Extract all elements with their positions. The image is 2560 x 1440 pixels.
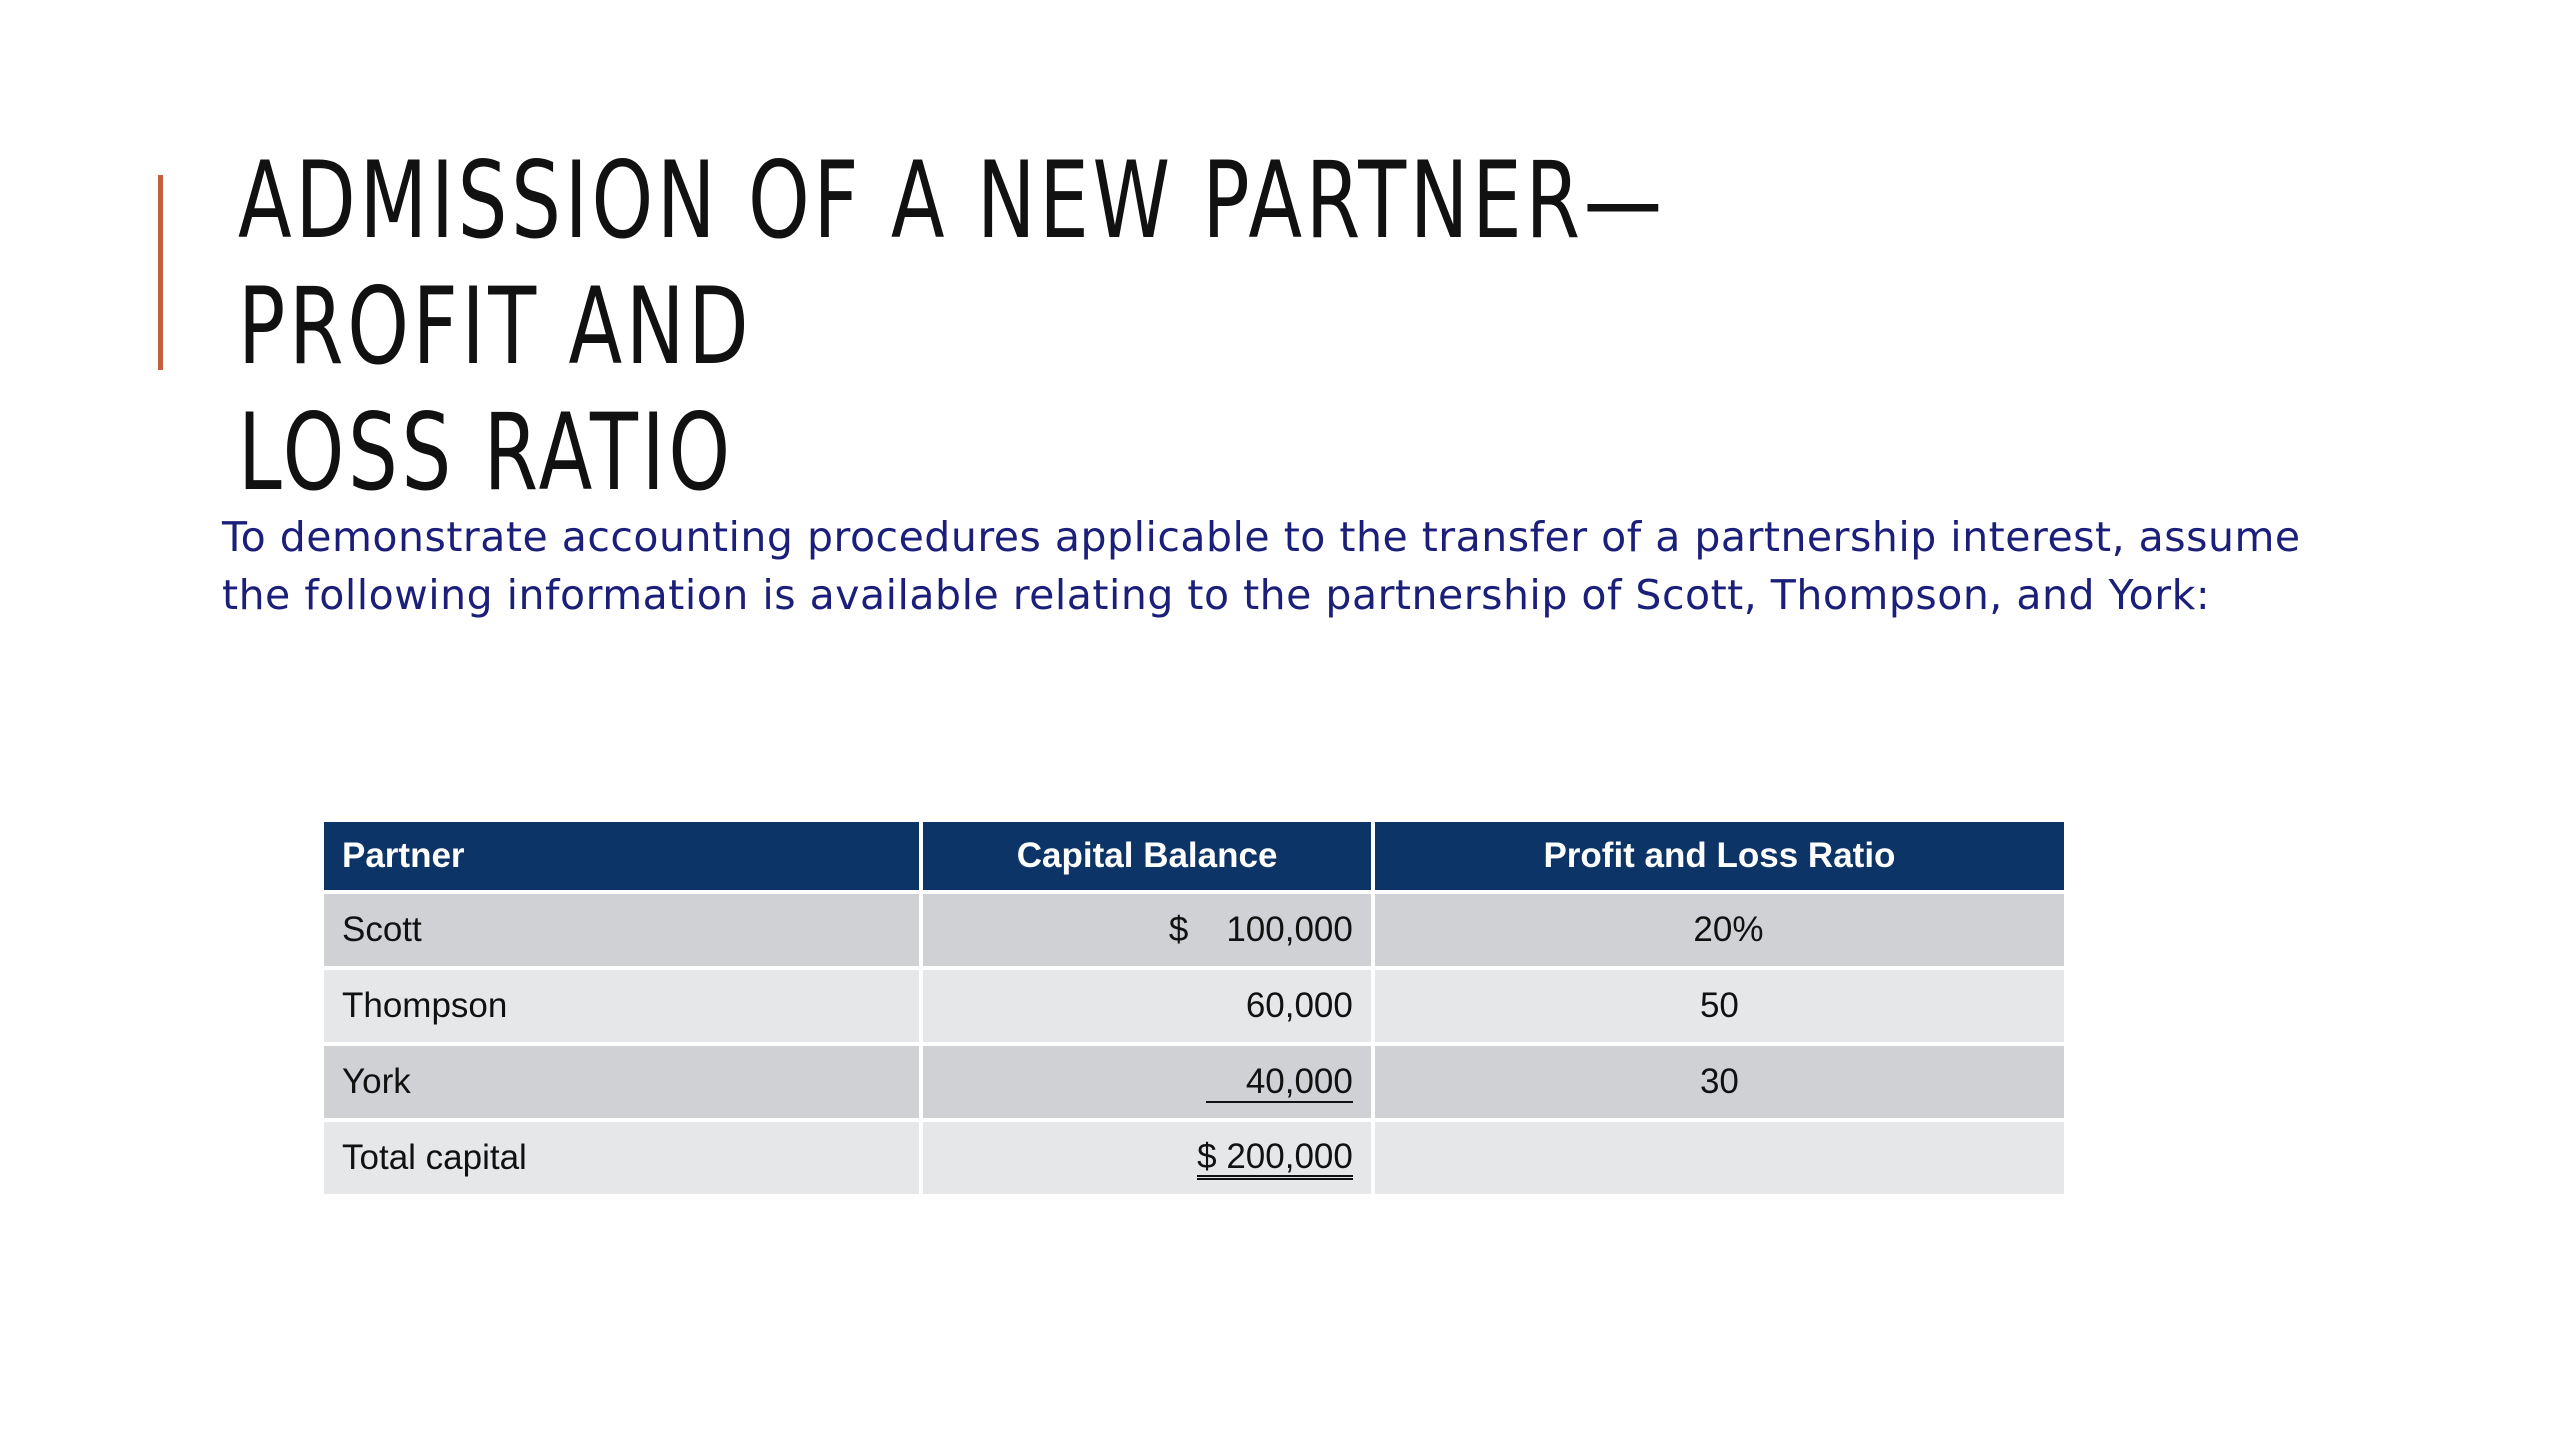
- table-header-row: Partner Capital Balance Profit and Loss …: [324, 822, 2064, 890]
- profit-loss-ratio: 30: [1374, 1046, 2064, 1118]
- header-profit-loss-ratio: Profit and Loss Ratio: [1374, 822, 2064, 890]
- total-ratio: [1374, 1122, 2064, 1194]
- partner-name: Scott: [324, 894, 920, 966]
- profit-loss-ratio: 50: [1374, 970, 2064, 1042]
- header-partner: Partner: [324, 822, 920, 890]
- profit-loss-ratio: 20%: [1374, 894, 2064, 966]
- slide-title-line-1: Admission of a New Partner—Profit and: [238, 139, 1666, 388]
- table-row: Thompson 60,000 50: [324, 970, 2064, 1042]
- ratio-value: 20%: [1693, 910, 1764, 949]
- partner-capital-table: Partner Capital Balance Profit and Loss …: [320, 818, 2068, 1198]
- partner-name: York: [324, 1046, 920, 1118]
- capital-value: 100,000: [1226, 910, 1353, 949]
- total-capital: $ 200,000: [923, 1122, 1371, 1194]
- capital-balance: $100,000: [923, 894, 1371, 966]
- header-capital-balance: Capital Balance: [923, 822, 1371, 890]
- partner-name: Thompson: [324, 970, 920, 1042]
- table-total-row: Total capital $ 200,000: [324, 1122, 2064, 1194]
- total-capital-value: $ 200,000: [1197, 1138, 1353, 1180]
- table-row: York 40,000 30: [324, 1046, 2064, 1118]
- capital-value: 60,000: [1245, 986, 1353, 1025]
- intro-line-2: the following information is available r…: [222, 571, 2211, 619]
- total-label: Total capital: [324, 1122, 920, 1194]
- table-row: Scott $100,000 20%: [324, 894, 2064, 966]
- capital-balance: 60,000: [923, 970, 1371, 1042]
- capital-value-underlined: 40,000: [1205, 1062, 1353, 1103]
- capital-balance: 40,000: [923, 1046, 1371, 1118]
- title-accent-bar: [158, 175, 163, 370]
- intro-paragraph: To demonstrate accounting procedures app…: [222, 508, 2352, 624]
- intro-line-1: To demonstrate accounting procedures app…: [222, 513, 2301, 561]
- slide-title-line-2: Loss Ratio: [238, 391, 734, 514]
- slide-title: Admission of a New Partner—Profit and Lo…: [238, 138, 1866, 516]
- currency-symbol: $: [1168, 910, 1189, 949]
